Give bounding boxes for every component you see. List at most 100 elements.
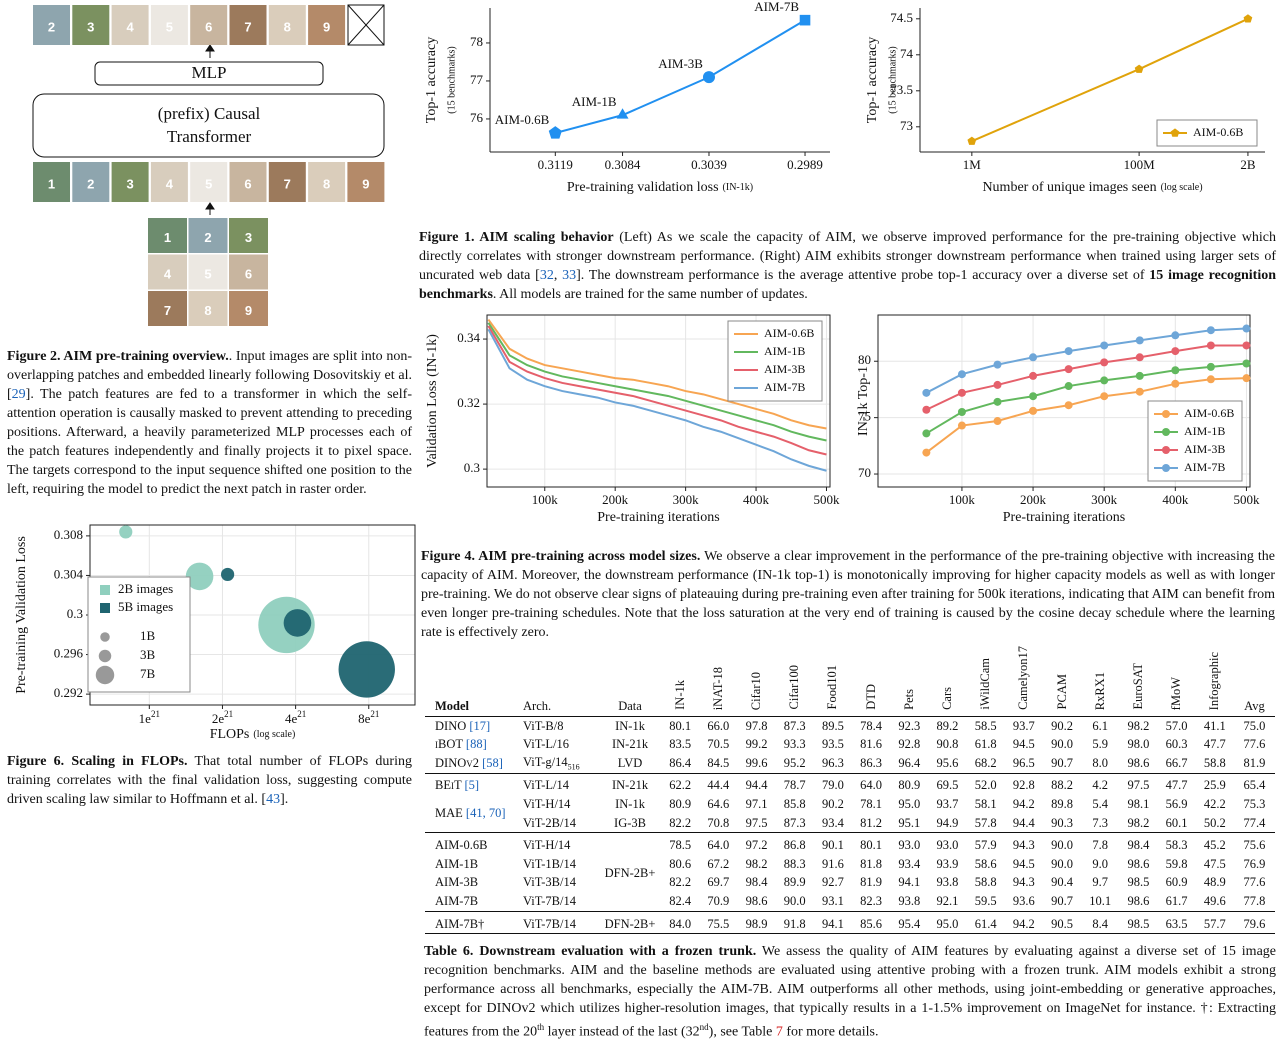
series-line <box>487 322 827 442</box>
patch-number: 1 <box>164 230 171 245</box>
value-cell: 85.6 <box>851 910 891 935</box>
value-cell: 44.4 <box>699 772 738 796</box>
marker <box>1134 64 1144 73</box>
value-cell: 7.8 <box>1081 832 1120 856</box>
y-tick-label: 0.304 <box>54 566 84 581</box>
value-cell: 94.2 <box>1004 910 1043 935</box>
value-cell: 92.8 <box>1004 772 1043 796</box>
value-cell: 70.8 <box>707 815 730 830</box>
value-cell: 78.7 <box>775 772 814 796</box>
value-cell: 58.3 <box>1157 832 1196 856</box>
superscript: th <box>537 1022 545 1032</box>
marker <box>993 417 1002 426</box>
value-cell: 77.8 <box>1243 894 1266 909</box>
column-header: PCAM <box>1042 646 1082 717</box>
caption-text: . All models are trained for the same nu… <box>492 287 808 302</box>
value-cell: 61.4 <box>966 910 1005 935</box>
model-name: AIM-7B† <box>435 916 485 931</box>
patch <box>148 218 187 253</box>
transformer-label: Transformer <box>167 127 252 146</box>
value-cell: 80.1 <box>851 832 891 856</box>
legend-label: AIM-3B <box>1184 442 1225 456</box>
x-tick-label: 1M <box>963 157 982 172</box>
chart: 70 75 80 100k 200k 300k 400k 500k Pre-training i… <box>856 314 1260 525</box>
x-tick-label: 2e21 <box>212 709 233 726</box>
marker <box>1100 358 1109 367</box>
value-cell: 80.6 <box>669 856 692 871</box>
y-tick-label: 70 <box>858 465 871 480</box>
marker <box>616 108 629 119</box>
plot-frame <box>877 314 1251 488</box>
value-cell: 99.2 <box>745 737 768 752</box>
marker <box>922 429 931 438</box>
y-axis-title: Pre-training Validation Loss <box>14 536 29 694</box>
marker <box>1162 428 1170 436</box>
patch-number: 8 <box>284 19 291 34</box>
caption-text: , <box>553 268 563 283</box>
value-cell: 93.3 <box>783 737 806 752</box>
value-cell: 90.0 <box>1042 832 1082 856</box>
model-cell: AIM-1B <box>425 855 513 874</box>
value-cell: 91.8 <box>775 910 814 935</box>
y-tick-label: 75 <box>858 409 871 424</box>
column-header-text: Model <box>435 698 470 713</box>
value-cell: 80.9 <box>890 772 929 796</box>
value-cell: 59.5 <box>974 894 997 909</box>
citation: 29 <box>11 387 26 402</box>
value-cell: 75.6 <box>1233 832 1275 856</box>
series-line <box>925 344 1247 411</box>
caption: Figure 4. AIM pre-training across model … <box>421 547 1275 642</box>
y-tick-label: 73.5 <box>890 82 913 97</box>
value-cell: 63.5 <box>1157 910 1196 935</box>
column-header-text: iNAT-18 <box>710 666 725 710</box>
value-cell: 98.5 <box>1119 910 1158 935</box>
value-cell: 95.4 <box>890 910 929 935</box>
table-row: AIM-3B ViT-3B/14 82.2 69.7 98.4 89.9 92.7 81.9 9… <box>425 874 1275 893</box>
value-cell: 90.0 <box>783 894 806 909</box>
value-cell: 93.6 <box>1012 894 1035 909</box>
point-label: AIM-7B <box>754 0 799 14</box>
marker <box>1206 326 1215 335</box>
model-cell: DINO [17] <box>425 716 513 735</box>
value-cell: 77.6 <box>1243 737 1266 752</box>
column-header: Cifar100 <box>775 646 814 717</box>
x-axis-title-main: Pre-training validation loss <box>567 180 719 195</box>
data-cell: LVD <box>617 755 643 770</box>
caption-label: Figure 2. AIM pre-training overview. <box>7 349 229 364</box>
value-cell: 61.7 <box>1165 894 1188 909</box>
column-header-text: RxRX1 <box>1092 671 1107 710</box>
value-cell: 81.2 <box>860 815 882 830</box>
patch-number: 3 <box>245 230 252 245</box>
patch-number: 6 <box>205 19 212 34</box>
marker <box>1242 374 1251 383</box>
size-legend-marker <box>100 632 110 642</box>
value-cell: 98.4 <box>1119 832 1158 856</box>
model-name: AIM-0.6B <box>435 838 488 853</box>
patch <box>188 218 228 253</box>
arch-name: ViT-L/16 <box>523 737 570 752</box>
value-cell: 93.4 <box>821 815 844 830</box>
x-tick-label: 0.3084 <box>605 157 641 172</box>
bubble <box>185 562 214 591</box>
legend-swatch <box>100 603 110 613</box>
citation: [58] <box>482 755 503 770</box>
value-cell: 8.4 <box>1081 910 1120 935</box>
value-cell: 91.6 <box>821 856 844 871</box>
x-tick-label: 400k <box>743 492 770 507</box>
data-cell: IN-1k <box>615 718 645 733</box>
value-cell: 81.9 <box>1243 755 1266 770</box>
value-cell: 93.8 <box>936 875 959 890</box>
legend-label: 2B images <box>118 581 173 596</box>
value-cell: 92.7 <box>821 875 844 890</box>
value-cell: 69.7 <box>707 875 730 890</box>
model-cell: DINOv2 [58] <box>425 754 513 773</box>
patch <box>308 162 346 202</box>
figure2-illustration: 2 3 4 5 6 7 8 9 1 2 3 4 5 6 7 8 9 1 2 3 4 5 6 7 8 9 <box>33 5 385 326</box>
x-tick-label: 100k <box>532 492 559 507</box>
arch-name: ViT-2B/14 <box>523 815 576 830</box>
caption-label: Figure 6. Scaling in FLOPs. <box>7 754 188 769</box>
value-cell: 86.4 <box>669 755 692 770</box>
marker <box>1135 387 1144 396</box>
